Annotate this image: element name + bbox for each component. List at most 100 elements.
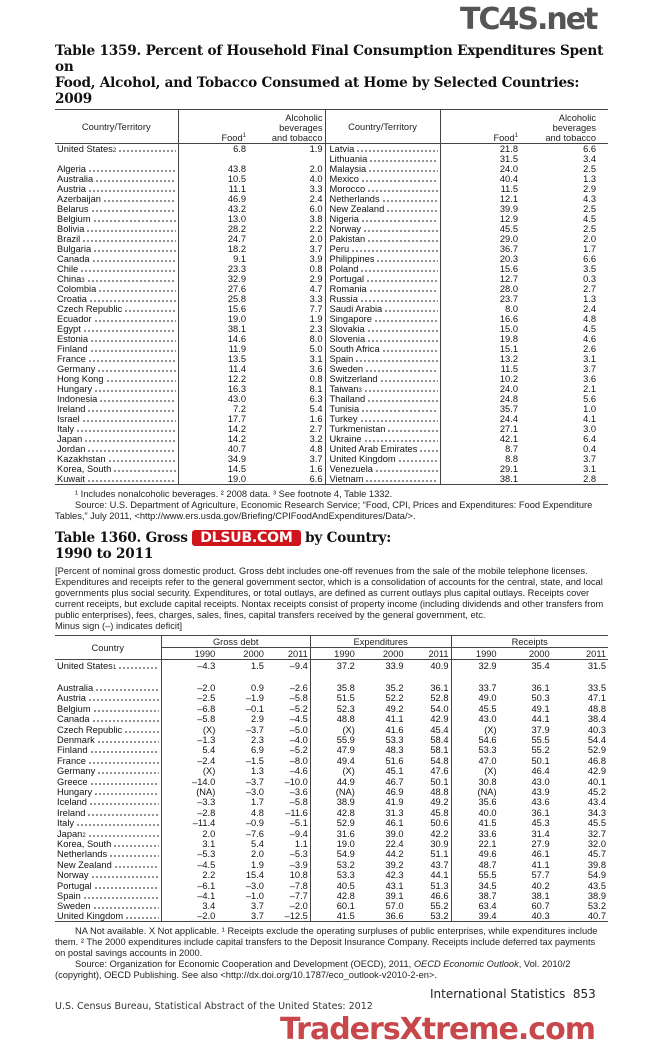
- country-name: Slovenia: [325, 334, 441, 344]
- expenditures-value: 35.8: [336, 683, 355, 694]
- receipts-value: 46.8: [587, 755, 606, 766]
- expenditures-value: 46.9: [385, 786, 404, 797]
- dot-leader: [94, 390, 176, 392]
- receipts-value: 43.9: [531, 786, 550, 797]
- table-row: France –2.4 –1.5 –8.0 49.4 51.6 54.8 47.0 50.1 46…: [55, 755, 608, 767]
- gross-debt-value: –5.3: [265, 849, 311, 860]
- country-name: Ecuador: [55, 314, 179, 324]
- alcohol-value: 1.3: [583, 174, 596, 184]
- country-name: Turkmenistan: [325, 424, 441, 434]
- expenditures-value: 58.1: [405, 745, 452, 756]
- food-value: 12.2: [227, 374, 246, 384]
- header-year: 1990: [194, 649, 216, 659]
- receipts-value: 53.2: [587, 901, 606, 912]
- dot-leader: [118, 667, 159, 670]
- food-value: 27.1: [499, 424, 518, 434]
- receipts-value: 41.1: [531, 859, 550, 870]
- headnote-deficit: Minus sign (–) indicates deficit]: [55, 621, 183, 631]
- alcohol-value: 2.4: [583, 304, 596, 314]
- country-name: Japan 2: [55, 828, 162, 839]
- header-year: 2000: [243, 649, 264, 659]
- dot-leader: [102, 200, 176, 202]
- food-value: 36.7: [499, 244, 518, 254]
- alcohol-value: 2.0: [583, 234, 596, 244]
- gross-debt-value: –14.0: [192, 776, 216, 787]
- food-value: 32.9: [227, 274, 246, 284]
- food-value: 8.7: [505, 444, 518, 454]
- food-value: 39.9: [499, 204, 518, 214]
- header-country: Country/Territory: [55, 109, 179, 144]
- alcohol-value: 6.3: [248, 394, 326, 404]
- expenditures-value: 43.7: [405, 859, 452, 870]
- dot-leader: [99, 400, 176, 402]
- food-value: 23.7: [499, 294, 518, 304]
- table-row: Italy –11.4 –0.9 –5.1 52.9 46.1 50.6 41.5 45.3 45…: [55, 817, 608, 829]
- country-name: Switzerland: [325, 374, 441, 384]
- gross-debt-value: –9.4: [265, 828, 311, 839]
- receipts-value: 32.0: [587, 838, 606, 849]
- expenditures-value: 41.9: [385, 797, 404, 808]
- header-year: 2011: [586, 649, 606, 659]
- expenditures-value: 40.5: [336, 880, 355, 891]
- country-name: Lithuania: [325, 154, 441, 164]
- expenditures-value: 37.2: [336, 661, 355, 672]
- expenditures-value: 46.7: [385, 776, 404, 787]
- country-name: [55, 154, 179, 164]
- table-row: Israel 17.7 1.6 Turkey 24.4 4.1: [55, 414, 608, 424]
- expenditures-value: 45.1: [385, 766, 404, 777]
- alcohol-value: 4.8: [248, 444, 326, 454]
- gross-debt-value: –1.3: [197, 735, 216, 746]
- alcohol-value: 5.4: [248, 404, 326, 414]
- receipts-value: (X): [484, 766, 497, 777]
- receipts-value: 55.2: [531, 745, 550, 756]
- country-name: Finland: [55, 745, 162, 756]
- dot-leader: [97, 772, 159, 775]
- gross-debt-value: –5.2: [265, 703, 311, 715]
- gross-debt-value: 0.9: [251, 683, 264, 694]
- expenditures-value: 42.8: [336, 890, 355, 901]
- gross-debt-value: –4.3: [197, 661, 216, 672]
- country-name: Ireland: [55, 807, 162, 818]
- food-value: 14.6: [227, 334, 246, 344]
- alcohol-value: 3.7: [583, 454, 596, 464]
- watermark-logo-middle: DLSUB.COM: [192, 530, 301, 546]
- table-row: New Zealand –4.5 1.9 –3.9 53.2 39.2 43.7 48.7 41…: [55, 859, 608, 870]
- country-name: Turkey: [325, 414, 441, 424]
- expenditures-value: 49.2: [385, 703, 404, 714]
- dot-leader: [373, 320, 438, 322]
- alcohol-value: 2.8: [583, 474, 596, 484]
- food-value: 24.0: [499, 164, 518, 174]
- table-row: Greece –14.0 –3.7 –10.0 44.9 46.7 50.1 30.8 43.0…: [55, 776, 608, 787]
- expenditures-value: 53.2: [405, 911, 452, 922]
- food-value: 15.6: [227, 304, 246, 314]
- dot-leader: [386, 210, 438, 212]
- title-end: by Country:: [305, 530, 392, 546]
- table-row: Portugal –6.1 –3.0 –7.8 40.5 43.1 51.3 34.5 40.2…: [55, 880, 608, 891]
- food-value: 14.2: [227, 434, 246, 444]
- header-year: 2000: [528, 649, 550, 659]
- receipts-value: 37.9: [531, 724, 550, 735]
- receipts-value: (NA): [477, 786, 497, 797]
- dot-leader: [369, 160, 438, 162]
- gross-debt-value: 2.9: [251, 714, 264, 725]
- country-name: Kuwait: [55, 474, 179, 485]
- expenditures-value: 46.1: [385, 818, 404, 829]
- dot-leader: [84, 440, 176, 442]
- food-value: 15.0: [499, 324, 518, 334]
- dot-leader: [92, 220, 176, 222]
- gross-debt-value: –4.5: [265, 714, 311, 725]
- food-value: 40.7: [227, 444, 246, 454]
- table-1359-title: Table 1359. Percent of Household Final C…: [55, 43, 608, 107]
- header-year: 2011: [405, 647, 452, 660]
- dot-leader: [81, 420, 176, 422]
- food-value: 11.5: [500, 184, 518, 194]
- dot-leader: [95, 689, 159, 692]
- gross-debt-value: –7.6: [245, 828, 264, 839]
- receipts-value: 47.0: [478, 755, 497, 766]
- alcohol-value: 3.7: [248, 244, 326, 254]
- dot-leader: [381, 350, 438, 352]
- gross-debt-value: –2.0: [197, 683, 216, 694]
- alcohol-value: 1.9: [248, 314, 326, 324]
- expenditures-value: 54.0: [405, 703, 452, 715]
- country-name: Thailand: [325, 394, 441, 404]
